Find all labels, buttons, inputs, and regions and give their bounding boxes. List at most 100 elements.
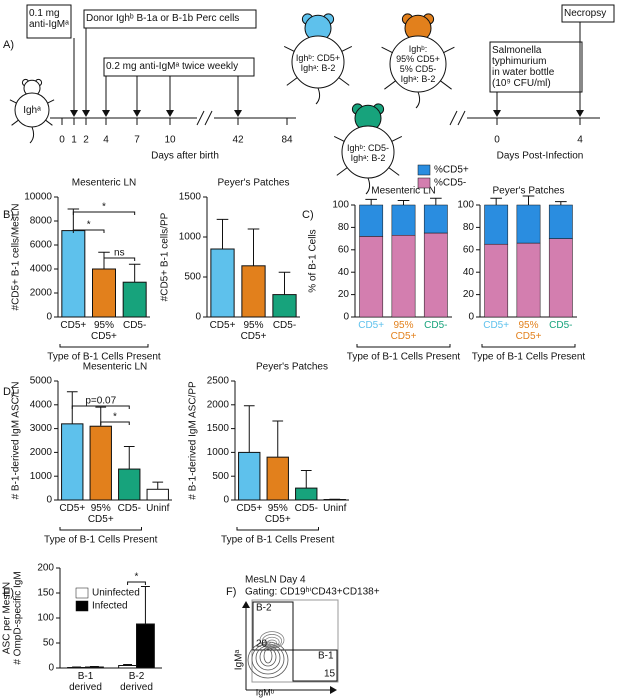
y-tick-label: 4000 xyxy=(30,399,53,410)
bar-segment xyxy=(423,204,448,234)
bar xyxy=(92,268,116,318)
contour xyxy=(251,643,285,675)
bar xyxy=(238,451,261,501)
error-bar xyxy=(490,197,502,205)
bar xyxy=(61,230,86,318)
y-axis-label: #CD5+ B-1 cells/PP xyxy=(160,212,171,301)
text-box: Uninf xyxy=(146,503,169,514)
mouse-leg xyxy=(11,119,19,126)
y-tick-label: 50 xyxy=(43,638,55,649)
panel-label: F) xyxy=(226,586,236,598)
significance-label: * xyxy=(135,572,139,583)
protocol-box xyxy=(561,4,615,23)
error-bar xyxy=(397,200,410,205)
text-box: Salmonella typhimurium in water bottle (… xyxy=(492,45,555,89)
mouse-leg xyxy=(333,135,345,143)
y-tick-label: 2000 xyxy=(30,288,53,299)
gate-percentage: 15 xyxy=(324,669,336,680)
significance-label: * xyxy=(102,202,106,213)
contour xyxy=(259,631,285,649)
error-bar xyxy=(128,263,141,283)
contour xyxy=(262,634,282,648)
error-bar xyxy=(555,201,567,205)
text-box: CD5+ xyxy=(60,320,86,331)
panel-label: E) xyxy=(3,587,14,599)
protocol-box xyxy=(103,57,255,77)
error-bar xyxy=(152,481,164,490)
significance-label: * xyxy=(87,220,91,231)
x-tick-label: CD5- xyxy=(294,503,318,514)
text-box: 95% CD5+ xyxy=(390,320,417,342)
chart-title: Peyer's Patches xyxy=(218,178,290,189)
x-tick-label: CD5- xyxy=(424,320,448,331)
timeline-tick-label: 0 xyxy=(494,135,500,146)
chart-title: Mesenteric LN xyxy=(83,362,147,373)
y-tick-label: 2000 xyxy=(207,399,230,410)
y-tick-label: 40 xyxy=(463,267,475,278)
protocol-box xyxy=(489,41,583,93)
bar xyxy=(67,667,87,669)
x-tick-label: CD5+ xyxy=(236,503,263,514)
legend-swatch xyxy=(75,587,89,599)
mouse-tail xyxy=(415,91,421,109)
bar xyxy=(266,456,289,501)
x-tick-label: CD5- xyxy=(272,320,297,331)
significance-bracket xyxy=(72,229,105,233)
x-tick-label: CD5- xyxy=(549,320,573,331)
timeline-tick-label: 42 xyxy=(232,135,244,146)
text-box: Ighᵇ: CD5- Ighᵃ: B-2 xyxy=(347,143,389,163)
significance-bracket xyxy=(127,581,146,585)
panel-label: B) xyxy=(3,209,14,221)
mouse-leg xyxy=(440,80,452,90)
mouse-leg xyxy=(442,46,455,54)
mouse-leg xyxy=(384,80,396,90)
error-bar xyxy=(123,445,135,470)
bar xyxy=(85,666,104,669)
error-bar xyxy=(216,218,229,249)
error-bar xyxy=(140,586,150,624)
bar xyxy=(295,487,318,501)
category-bracket xyxy=(59,344,149,348)
contour xyxy=(247,641,289,679)
error-bar xyxy=(272,420,284,458)
timeline-tick-label: 4 xyxy=(103,135,109,146)
y-tick-label: 0 xyxy=(46,495,52,506)
x-tick-label: CD5+ xyxy=(483,320,510,331)
y-tick-label: 20 xyxy=(338,289,350,300)
bar-segment xyxy=(516,204,541,244)
y-tick-label: 2000 xyxy=(30,447,53,458)
mouse-leg xyxy=(283,45,295,53)
text-box: CD5+ xyxy=(358,320,385,331)
x-tick-label: CD5+ xyxy=(358,320,385,331)
y-tick-label: 60 xyxy=(338,244,350,255)
bar-segment xyxy=(359,236,384,318)
contour xyxy=(263,648,273,664)
text-box: 95% CD5+ xyxy=(241,320,267,342)
legend-swatch xyxy=(417,164,431,176)
bar-segment xyxy=(391,234,416,318)
text-box: 0.1 mg anti-IgMᵃ xyxy=(29,8,69,30)
significance-label: ns xyxy=(114,248,125,259)
timeline-tick-label: 1 xyxy=(71,135,77,146)
bar xyxy=(61,423,84,501)
contour xyxy=(264,636,280,648)
x-tick-label: 95% CD5+ xyxy=(390,320,417,342)
y-tick-label: 100 xyxy=(332,200,349,211)
text-box: CD5- xyxy=(123,320,146,331)
text-box: 95% CD5+ xyxy=(265,503,291,525)
text-box: Ighᵇ: 95% CD5+ 5% CD5- Ighᵃ: B-2 xyxy=(396,44,440,84)
flow-gating: Gating: CD19ʰⁱCD43+CD138+ xyxy=(245,587,380,598)
significance-bracket xyxy=(72,211,136,215)
error-bar xyxy=(278,271,291,295)
bar-segment xyxy=(516,242,541,318)
mouse-tail xyxy=(315,87,321,105)
text-box: Necropsy xyxy=(564,8,606,19)
y-tick-label: 0 xyxy=(48,663,54,674)
flow-title: MesLN Day 4 xyxy=(245,575,306,586)
box-label: Salmonella typhimurium in water bottle (… xyxy=(492,45,555,89)
timeline-tick-label: 7 xyxy=(134,135,140,146)
legend-label: %CD5- xyxy=(434,178,466,189)
error-bar xyxy=(247,228,260,266)
category-bracket xyxy=(59,527,142,531)
y-tick-label: 1500 xyxy=(207,423,230,434)
